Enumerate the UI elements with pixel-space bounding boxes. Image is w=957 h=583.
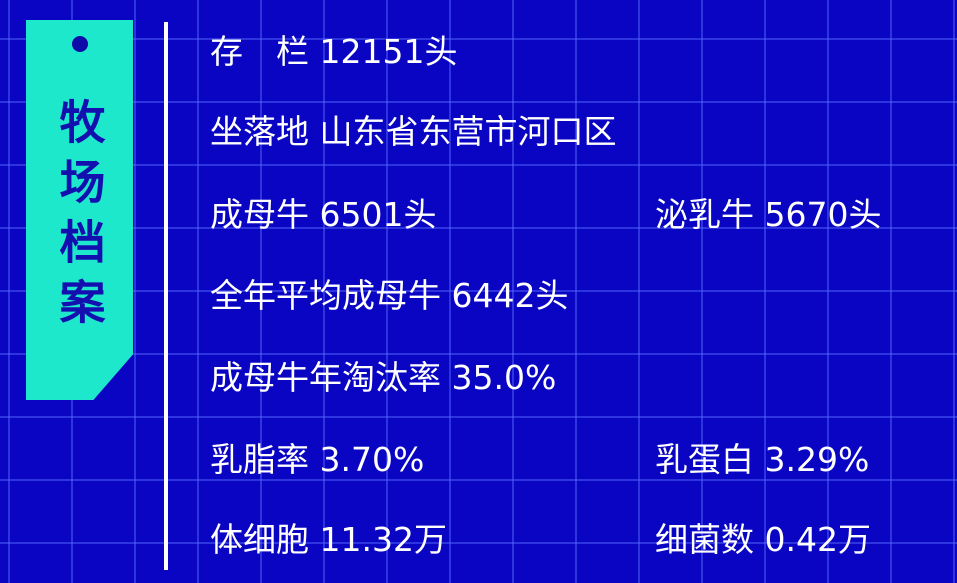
location: 坐落地 山东省东营市河口区 xyxy=(210,112,617,151)
divider-line xyxy=(164,22,168,570)
tag-title: 牧场档案 xyxy=(52,98,107,338)
tag-hole-dot xyxy=(72,36,88,52)
avg-adult-cows: 全年平均成母牛 6442头 xyxy=(210,276,569,315)
stock-count: 存 栏 12151头 xyxy=(210,32,458,71)
milk-fat-rate: 乳脂率 3.70% xyxy=(210,440,425,479)
farm-profile-tag: 牧场档案 xyxy=(26,20,133,400)
cull-rate: 成母牛年淘汰率 35.0% xyxy=(210,358,557,397)
adult-cows: 成母牛 6501头 xyxy=(210,195,437,234)
bacteria-count: 细菌数 0.42万 xyxy=(655,520,871,559)
lactating-cows: 泌乳牛 5670头 xyxy=(655,195,882,234)
milk-protein: 乳蛋白 3.29% xyxy=(655,440,870,479)
somatic-cells: 体细胞 11.32万 xyxy=(210,520,447,559)
